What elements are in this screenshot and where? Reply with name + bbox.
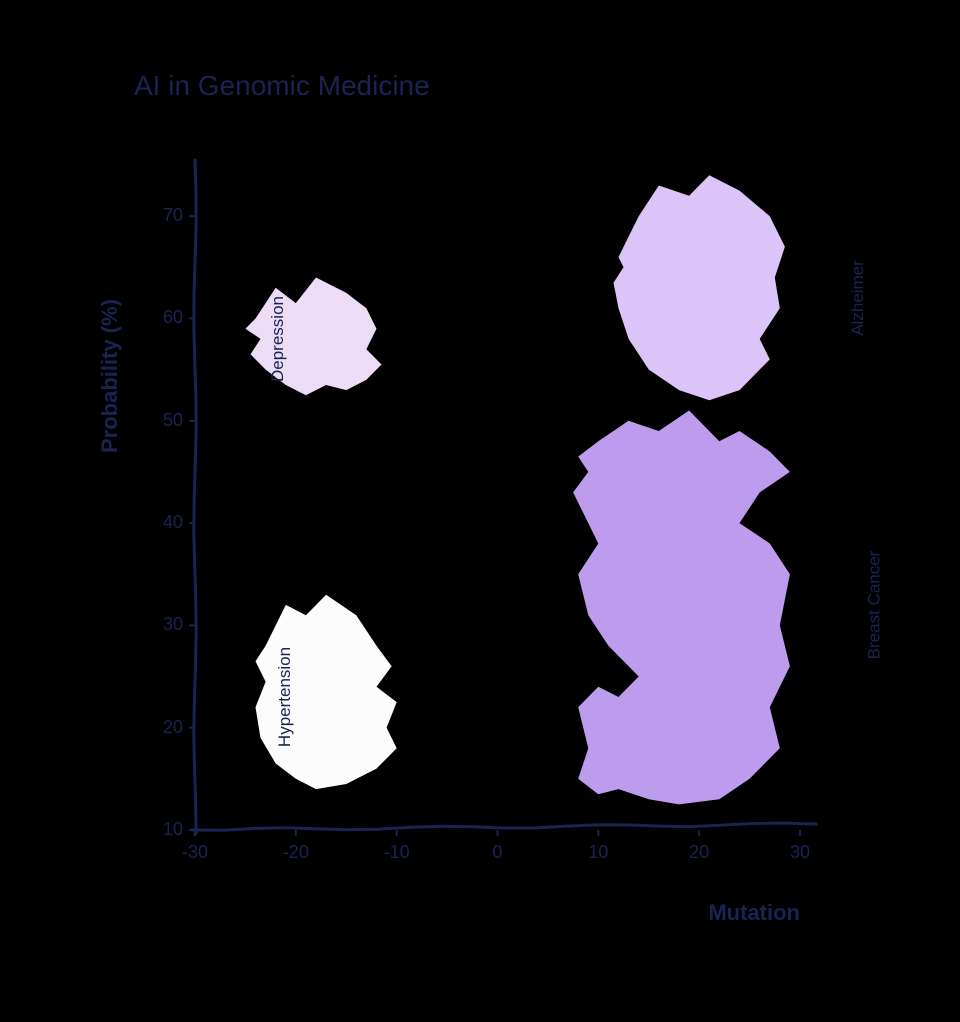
- x-tick-label: -20: [276, 842, 316, 863]
- y-tick-label: 60: [153, 307, 183, 328]
- cluster-breastcancer: [573, 411, 790, 805]
- cluster-label-hypertension: Hypertension: [275, 647, 295, 747]
- chart-container: AI in Genomic Medicine Probability (%) M…: [0, 0, 960, 1022]
- cluster-label-breastcancer: Breast Cancer: [864, 551, 884, 660]
- x-tick-label: 10: [578, 842, 618, 863]
- y-tick-label: 10: [153, 819, 183, 840]
- y-tick-label: 30: [153, 614, 183, 635]
- x-tick-label: 0: [478, 842, 518, 863]
- cluster-alzheimer: [614, 175, 785, 400]
- cluster-depression: [245, 278, 381, 396]
- x-tick-label: -10: [377, 842, 417, 863]
- y-tick-label: 40: [153, 512, 183, 533]
- x-tick-label: -30: [175, 842, 215, 863]
- y-tick-label: 70: [153, 205, 183, 226]
- clusters-svg: [0, 0, 960, 1022]
- cluster-label-depression: Depression: [268, 296, 288, 382]
- y-tick-label: 20: [153, 717, 183, 738]
- y-tick-label: 50: [153, 410, 183, 431]
- cluster-label-alzheimer: Alzheimer: [848, 260, 868, 336]
- x-tick-label: 30: [780, 842, 820, 863]
- x-tick-label: 20: [679, 842, 719, 863]
